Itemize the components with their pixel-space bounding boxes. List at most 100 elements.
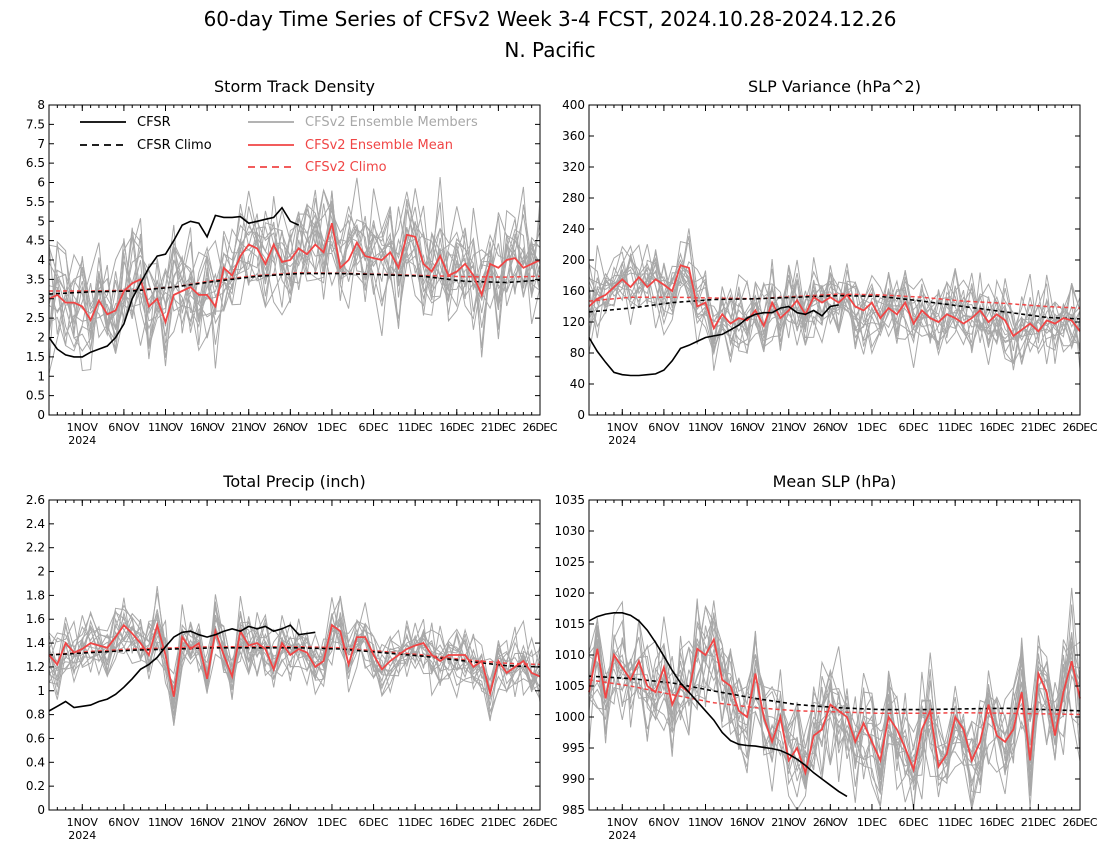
- y-tick-label: 0.8: [26, 708, 45, 722]
- y-tick-label: 1.8: [26, 588, 45, 602]
- y-tick-label: 0: [37, 803, 45, 817]
- ensemble-mean-line: [588, 264, 1081, 338]
- ensemble-members-group: [588, 587, 1081, 811]
- x-tick-label: 11NOV: [148, 816, 183, 829]
- cfsv2-climo-line: [48, 645, 541, 666]
- x-tick-label: 1NOV: [607, 421, 639, 434]
- legend-members-label: CFSv2 Ensemble Members: [305, 115, 478, 130]
- panel-storm-track-density: Storm Track Density 0 0.5 1 1.5 2 2.5 3 3.5 4 4.5 5…: [26, 77, 558, 447]
- x-tick-label: 1DEC: [317, 816, 347, 829]
- x-tick-label: 26DEC: [1063, 421, 1098, 434]
- y-tick-label: 1025: [554, 555, 585, 569]
- x-tick-label: 11DEC: [398, 816, 433, 829]
- x-tick-label: 16DEC: [979, 816, 1014, 829]
- y-tick-label: 0.5: [26, 389, 45, 403]
- y-tick-label: 1.5: [26, 350, 45, 364]
- y-tick-label: 200: [562, 253, 585, 267]
- y-tick-label: 400: [562, 98, 585, 112]
- x-year-label: 2024: [608, 434, 636, 447]
- x-tick-label: 16DEC: [439, 816, 474, 829]
- x-tick-label: 16NOV: [730, 816, 765, 829]
- y-tick-label: 1015: [554, 617, 585, 631]
- y-tick-label: 4.5: [26, 234, 45, 248]
- ensemble-member-line: [48, 612, 541, 702]
- panel-title: Storm Track Density: [214, 77, 375, 96]
- x-tick-label: 11DEC: [938, 421, 973, 434]
- y-tick-label: 1.4: [26, 636, 45, 650]
- legend-cfsr-climo-label: CFSR Climo: [137, 138, 212, 153]
- x-tick-label: 21NOV: [231, 421, 266, 434]
- ensemble-member-line: [588, 251, 1081, 371]
- cfsr-line: [588, 612, 848, 798]
- y-tick-label: 2: [37, 565, 45, 579]
- y-tick-label: 4: [37, 253, 45, 267]
- cfsr-line: [48, 206, 300, 358]
- ensemble-members-group: [588, 228, 1081, 371]
- x-tick-label: 11NOV: [148, 421, 183, 434]
- panel-mean-slp: Mean SLP (hPa) 985 990 995 1000 1005 1010 1015 1…: [554, 472, 1097, 842]
- figure-title: 60-day Time Series of CFSv2 Week 3-4 FCS…: [204, 7, 897, 31]
- x-tick-label: 21DEC: [1021, 816, 1056, 829]
- plot-frame: [48, 499, 541, 811]
- ensemble-member-line: [588, 240, 1081, 364]
- ensemble-member-line: [588, 631, 1081, 796]
- legend-cfsr-label: CFSR: [137, 115, 171, 130]
- ensemble-member-line: [48, 613, 541, 725]
- ensemble-member-line: [588, 604, 1081, 803]
- cfsr-climo-line: [48, 647, 541, 668]
- y-tick-label: 280: [562, 191, 585, 205]
- ensemble-member-line: [588, 266, 1081, 370]
- ensemble-member-line: [588, 587, 1081, 789]
- y-tick-label: 0: [577, 408, 585, 422]
- x-tick-label: 26DEC: [1063, 816, 1098, 829]
- y-tick-label: 120: [562, 315, 585, 329]
- ensemble-member-line: [48, 206, 541, 371]
- x-tick-label: 16NOV: [190, 421, 225, 434]
- y-tick-label: 2: [37, 331, 45, 345]
- y-tick-label: 3: [37, 292, 45, 306]
- x-tick-label: 16DEC: [439, 421, 474, 434]
- y-tick-label: 0.2: [26, 779, 45, 793]
- y-tick-label: 6: [37, 176, 45, 190]
- y-tick-label: 7.5: [26, 117, 45, 131]
- ensemble-mean-line: [48, 621, 541, 697]
- ensemble-member-line: [48, 596, 541, 704]
- x-tick-label: 6NOV: [108, 816, 140, 829]
- ensemble-member-line: [588, 228, 1081, 368]
- x-tick-label: 21DEC: [1021, 421, 1056, 434]
- y-tick-label: 7: [37, 137, 45, 151]
- y-tick-label: 1.2: [26, 660, 45, 674]
- ensemble-members-group: [48, 585, 541, 726]
- x-tick-label: 1NOV: [607, 816, 639, 829]
- y-tick-label: 3.5: [26, 272, 45, 286]
- y-tick-label: 80: [570, 346, 585, 360]
- x-tick-label: 6NOV: [108, 421, 140, 434]
- y-tick-label: 1010: [554, 648, 585, 662]
- ensemble-member-line: [48, 191, 541, 344]
- x-tick-label: 26NOV: [813, 421, 848, 434]
- y-tick-label: 0.4: [26, 755, 45, 769]
- ensemble-member-line: [48, 611, 541, 699]
- legend: CFSR CFSR Climo CFSv2 Ensemble Members CFSv…: [80, 115, 478, 175]
- cfsv2-climo-line: [588, 293, 1081, 309]
- y-tick-label: 8: [37, 98, 45, 112]
- x-tick-label: 26NOV: [273, 816, 308, 829]
- x-tick-label: 6DEC: [899, 421, 929, 434]
- y-tick-label: 1020: [554, 586, 585, 600]
- ensemble-member-line: [588, 252, 1081, 354]
- cfsr-climo-line: [588, 675, 1081, 712]
- ensemble-member-line: [588, 259, 1081, 365]
- ensemble-member-line: [48, 202, 541, 352]
- cfsr-line: [48, 624, 316, 712]
- legend-cfsv2-climo-label: CFSv2 Climo: [305, 160, 387, 175]
- x-tick-label: 11DEC: [938, 816, 973, 829]
- x-tick-label: 1DEC: [857, 816, 887, 829]
- x-tick-label: 1NOV: [67, 816, 99, 829]
- x-tick-label: 26DEC: [523, 421, 558, 434]
- y-tick-label: 1005: [554, 679, 585, 693]
- panel-title: Total Precip (inch): [222, 472, 365, 491]
- ensemble-member-line: [588, 625, 1081, 811]
- cfsr-line: [588, 304, 839, 377]
- x-tick-label: 21NOV: [231, 816, 266, 829]
